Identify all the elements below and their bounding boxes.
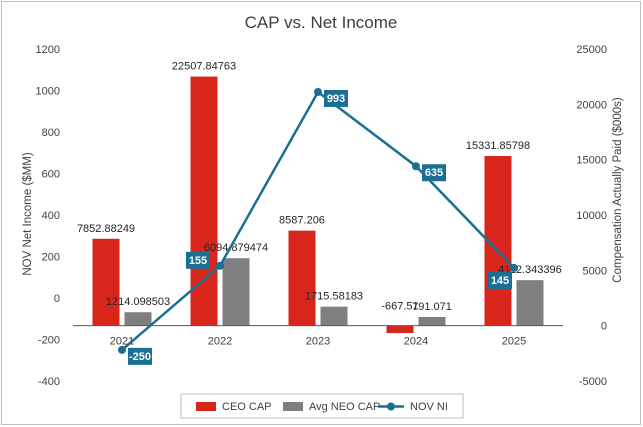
neo-cap-value-label: 791.071 [412, 301, 452, 313]
neo-cap-bar [222, 258, 250, 326]
right-tick-label: -5000 [579, 376, 607, 388]
right-axis-ticks: -5000 0 5000 10000 15000 20000 25000 [576, 44, 607, 388]
legend-neo-cap-swatch [283, 402, 303, 411]
net-income-label-box [128, 347, 152, 365]
right-tick-label: 0 [601, 321, 607, 333]
ceo-cap-bar [190, 76, 218, 326]
net-income-value-label: 635 [425, 167, 443, 179]
legend-nov-ni-label: NOV NI [410, 401, 448, 413]
neo-cap-bar [516, 280, 544, 326]
right-tick-label: 20000 [576, 99, 607, 111]
category-labels: 2021 2022 2023 2024 2025 [110, 336, 526, 348]
neo-cap-value-label: 1715.58183 [305, 291, 363, 303]
ceo-cap-bar [386, 325, 414, 334]
left-tick-label: 0 [54, 293, 60, 305]
ceo-cap-value-label: 15331.85798 [466, 140, 530, 152]
category-label: 2022 [208, 336, 232, 348]
right-tick-label: 15000 [576, 155, 607, 167]
legend-ceo-cap-swatch [196, 402, 216, 411]
net-income-label-box [324, 89, 348, 107]
neo-cap-bar [418, 316, 446, 326]
right-tick-label: 10000 [576, 210, 607, 222]
category-label: 2024 [404, 336, 428, 348]
net-income-point [510, 263, 518, 272]
left-tick-label: 1200 [36, 44, 60, 56]
bar-marks [92, 76, 544, 334]
left-tick-label: -200 [38, 335, 60, 347]
legend-ceo-cap-label: CEO CAP [222, 401, 272, 413]
net-income-value-label: 993 [327, 93, 345, 105]
category-label: 2025 [502, 336, 526, 348]
net-income-point [216, 261, 224, 270]
left-axis-ticks: -400 -200 0 200 400 600 800 1000 1200 [36, 44, 60, 388]
right-tick-label: 5000 [583, 265, 607, 277]
ceo-cap-bar [92, 238, 120, 326]
left-axis-title: NOV Net Income ($MM) [22, 152, 34, 275]
net-income-value-label: 145 [491, 275, 509, 287]
right-tick-label: 25000 [576, 44, 607, 56]
net-income-value-label: 155 [189, 255, 207, 267]
neo-cap-value-label: 1214.098503 [106, 296, 170, 308]
left-tick-label: -400 [38, 376, 60, 388]
left-tick-label: 1000 [36, 86, 60, 98]
net-income-point [412, 162, 420, 171]
neo-cap-bar [124, 312, 152, 326]
net-income-label-box [186, 251, 210, 269]
legend: CEO CAP Avg NEO CAP NOV NI [180, 393, 464, 419]
neo-cap-bar [320, 306, 348, 326]
ceo-cap-value-label: -667.51 [381, 301, 418, 313]
left-tick-label: 200 [42, 252, 60, 264]
right-axis-title: Compensation Actually Paid ($000s) [612, 97, 624, 283]
ceo-cap-value-label: 8587.206 [279, 215, 325, 227]
legend-nov-ni-marker [387, 402, 395, 411]
ceo-cap-value-label: 22507.84763 [172, 61, 236, 73]
net-income-label-box [488, 271, 512, 289]
left-tick-label: 600 [42, 169, 60, 181]
category-label: 2023 [306, 336, 330, 348]
left-tick-label: 800 [42, 127, 60, 139]
legend-box [180, 393, 464, 419]
net-income-point [118, 345, 126, 354]
net-income-label-box [422, 164, 446, 182]
ceo-cap-value-label: 7852.88249 [77, 223, 135, 235]
left-tick-label: 400 [42, 210, 60, 222]
net-income-value-label: -250 [129, 351, 151, 363]
line-series: -250 155 993 635 145 [118, 87, 518, 365]
neo-cap-value-label: 6094.879474 [204, 242, 268, 254]
chart-title: CAP vs. Net Income [245, 13, 398, 32]
legend-neo-cap-label: Avg NEO CAP [309, 401, 380, 413]
bar-data-labels: 7852.88249 22507.84763 8587.206 -667.51 1533… [77, 61, 562, 313]
net-income-point [314, 87, 322, 96]
ceo-cap-bar [288, 230, 316, 326]
